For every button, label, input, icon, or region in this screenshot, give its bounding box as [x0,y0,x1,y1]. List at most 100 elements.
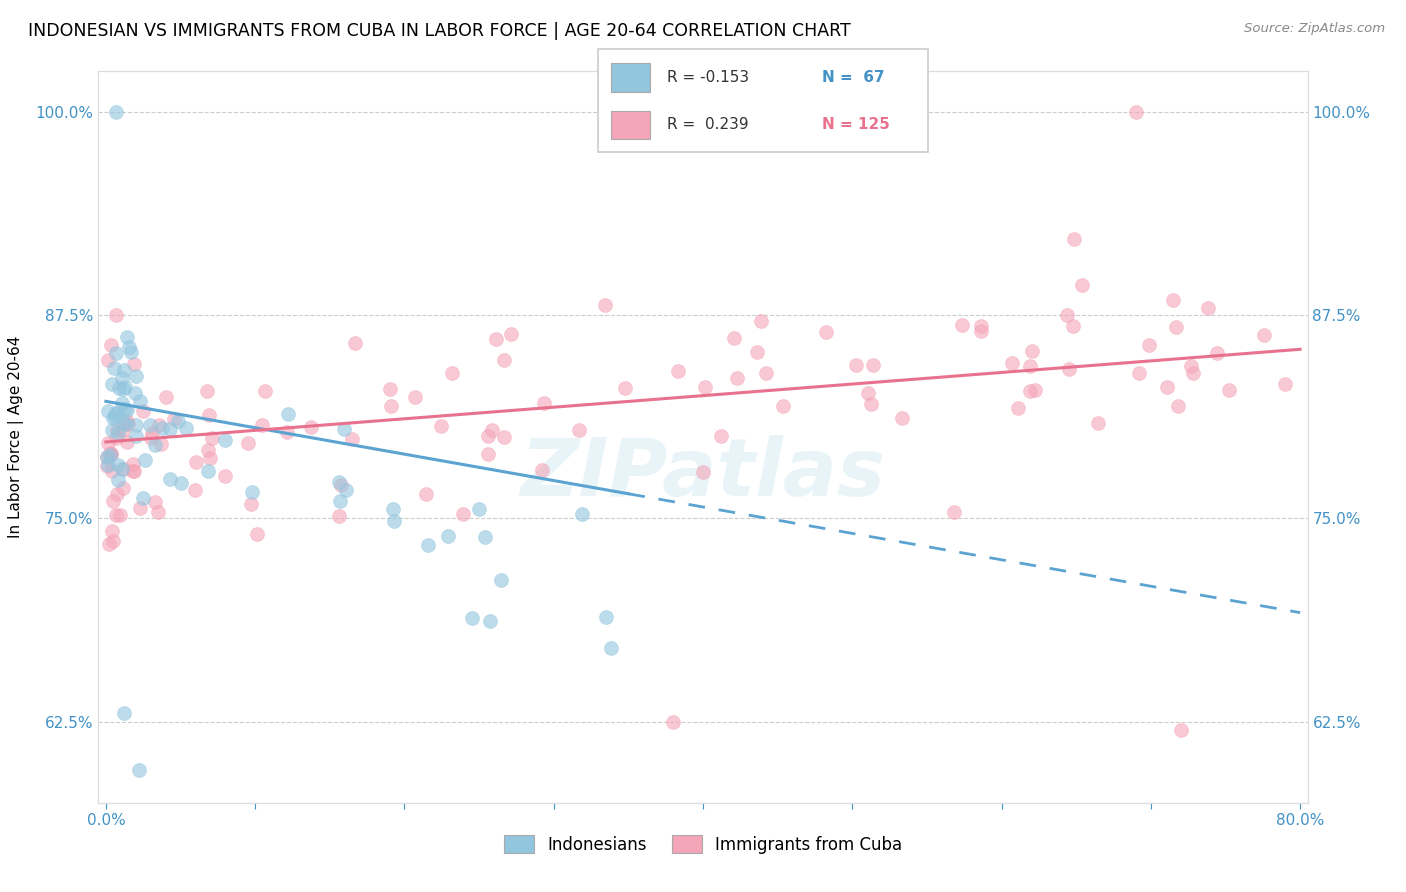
Point [111,481,134,495]
Point [112,706,135,721]
Point [1206,345,1229,359]
Point [146,504,169,518]
Point [600,641,623,656]
Point [1087,416,1109,430]
Point [131,404,153,418]
Point [112,382,135,396]
Point [692,465,714,479]
Point [197,408,219,422]
Point [163,412,186,426]
Point [1125,105,1147,120]
Point [382,501,405,516]
Point [891,410,914,425]
Point [340,432,363,446]
Point [97,435,120,450]
Point [568,423,591,437]
Point [214,433,236,447]
Point [595,610,617,624]
Point [479,614,502,628]
Point [134,453,156,467]
Point [277,407,299,421]
Point [489,573,512,587]
Point [970,319,993,334]
Point [593,298,616,312]
Point [856,385,879,400]
Point [103,361,125,376]
Point [404,390,426,404]
Point [107,405,129,419]
Point [1218,383,1240,397]
Point [96,458,118,473]
Point [382,514,405,528]
Point [122,357,145,371]
Point [253,384,276,399]
Point [141,425,163,440]
Point [378,383,401,397]
Point [122,464,145,478]
Point [112,462,135,476]
Point [709,429,731,443]
Point [328,508,350,523]
Point [335,483,357,497]
Point [950,318,973,333]
Point [461,610,484,624]
FancyBboxPatch shape [610,63,651,92]
Point [117,414,139,428]
Point [239,497,262,511]
Point [214,469,236,483]
Point [415,487,437,501]
Point [533,396,555,410]
Point [430,418,453,433]
Point [200,431,222,445]
Point [124,368,146,383]
Point [494,353,516,368]
Point [477,447,499,461]
Point [197,442,219,457]
Point [666,364,689,378]
Y-axis label: In Labor Force | Age 20-64: In Labor Force | Age 20-64 [8,336,24,538]
Point [143,494,166,508]
Point [128,764,150,778]
Point [530,463,553,477]
Text: R =  0.239: R = 0.239 [666,118,748,133]
Point [416,538,439,552]
Point [125,429,148,443]
Point [105,508,128,522]
Point [104,407,127,421]
Point [1062,318,1084,333]
Point [117,435,139,450]
Point [494,430,516,444]
Point [122,457,145,471]
Point [159,472,181,486]
Text: N =  67: N = 67 [823,70,884,86]
Point [845,358,868,372]
Point [105,308,128,322]
Point [148,418,170,433]
Point [107,458,129,473]
Point [132,491,155,506]
Point [155,390,177,404]
Point [662,714,685,729]
Point [97,404,120,418]
Point [200,451,222,466]
FancyBboxPatch shape [610,111,651,139]
Point [862,359,884,373]
Point [107,381,129,395]
Point [299,420,322,434]
Point [1057,362,1080,376]
Point [107,473,129,487]
Point [121,464,143,478]
Point [1019,359,1042,373]
Point [101,464,124,478]
Point [437,529,460,543]
Point [467,502,489,516]
Point [105,346,128,360]
Point [1182,366,1205,380]
Point [139,431,162,445]
Point [333,422,356,436]
Point [97,458,120,472]
Point [240,485,263,500]
Point [246,526,269,541]
Text: INDONESIAN VS IMMIGRANTS FROM CUBA IN LABOR FORCE | AGE 20-64 CORRELATION CHART: INDONESIAN VS IMMIGRANTS FROM CUBA IN LA… [28,22,851,40]
Point [1180,359,1202,373]
